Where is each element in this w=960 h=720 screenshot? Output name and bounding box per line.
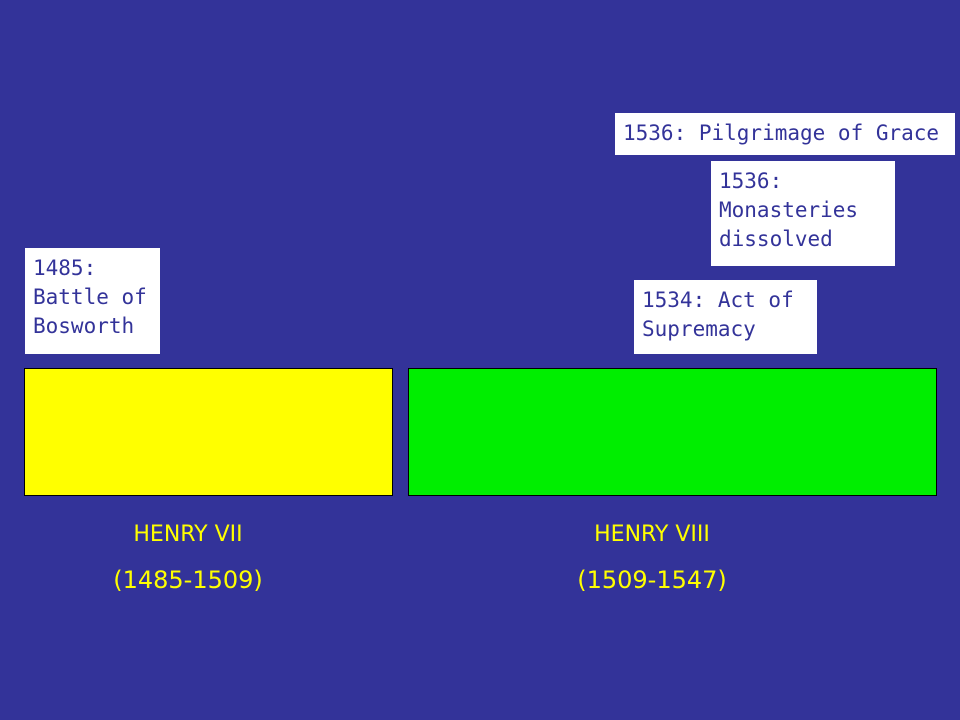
henry-vii-reign-bar [24, 368, 393, 496]
event-act-of-supremacy: 1534: Act of Supremacy [634, 280, 817, 354]
henry-viii-reign-bar [408, 368, 937, 496]
henry-viii-name: HENRY VIII [594, 522, 710, 547]
event-battle-of-bosworth: 1485: Battle of Bosworth [25, 248, 160, 354]
henry-vii-dates: (1485-1509) [113, 566, 263, 594]
event-monasteries-dissolved: 1536: Monasteries dissolved [711, 161, 895, 266]
event-pilgrimage-of-grace: 1536: Pilgrimage of Grace [615, 113, 955, 155]
henry-viii-dates: (1509-1547) [577, 566, 727, 594]
henry-vii-name: HENRY VII [133, 522, 243, 547]
